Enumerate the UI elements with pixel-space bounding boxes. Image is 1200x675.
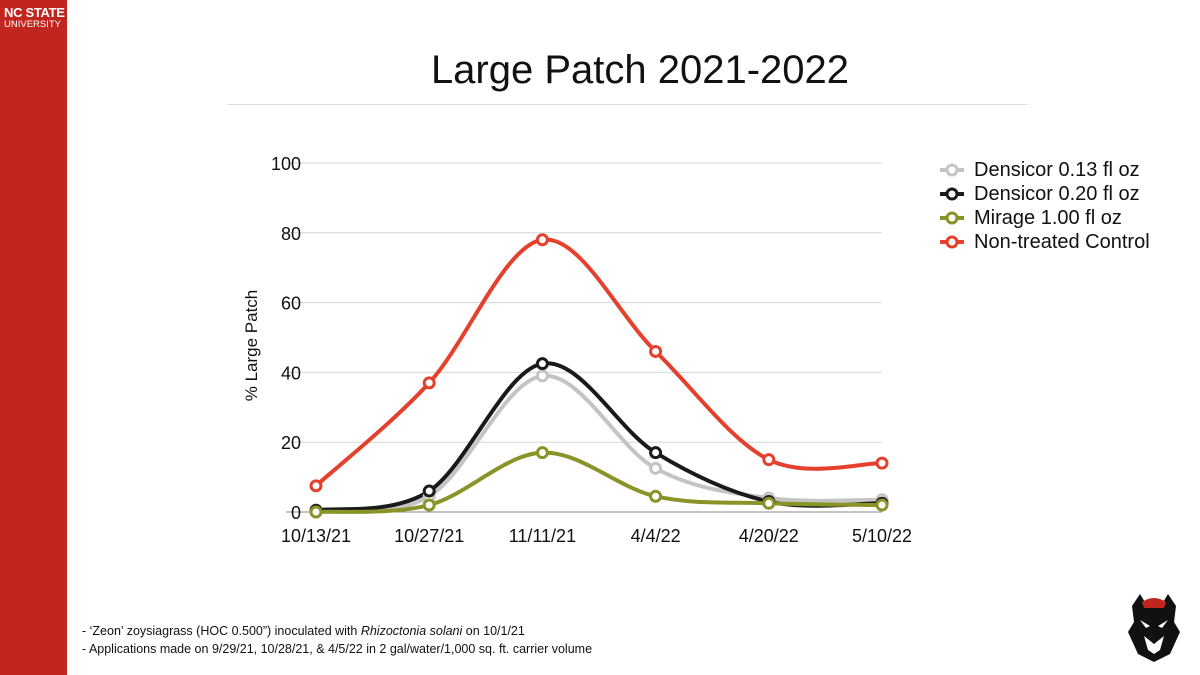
y-tick-label: 40 — [281, 363, 301, 383]
x-tick-label: 11/11/21 — [509, 526, 576, 546]
data-point-3 — [762, 453, 776, 467]
data-point-2 — [535, 446, 549, 460]
ncstate-logo: NC STATE UNIVERSITY — [4, 6, 65, 30]
slide-title: Large Patch 2021-2022 — [430, 48, 850, 92]
legend-marker-icon — [940, 235, 964, 249]
data-point-3 — [535, 233, 549, 247]
legend-item: Densicor 0.20 fl oz — [940, 182, 1150, 206]
data-point-3 — [649, 344, 663, 358]
y-tick-label: 20 — [281, 433, 301, 453]
data-point-3 — [309, 479, 323, 493]
x-tick-label: 10/13/21 — [281, 526, 351, 546]
legend-marker-icon — [940, 163, 964, 177]
logo-line2: UNIVERSITY — [4, 19, 62, 30]
legend-marker-icon — [940, 211, 964, 225]
series-line-2 — [315, 450, 883, 514]
legend-item: Densicor 0.13 fl oz — [940, 158, 1150, 182]
data-point-1 — [535, 357, 549, 371]
note-1: - ‘Zeon’ zoysiagrass (HOC 0.500”) inocul… — [82, 624, 525, 638]
legend-label: Non-treated Control — [974, 230, 1150, 253]
data-point-2 — [309, 505, 323, 519]
logo-line1: NC STATE — [4, 5, 65, 20]
x-tick-label: 5/10/22 — [852, 526, 912, 546]
data-point-1 — [422, 484, 436, 498]
legend-marker-icon — [940, 187, 964, 201]
note-2: - Applications made on 9/29/21, 10/28/21… — [82, 642, 593, 656]
legend-label: Mirage 1.00 fl oz — [974, 206, 1122, 229]
legend-item: Mirage 1.00 fl oz — [940, 206, 1150, 230]
y-tick-label: 100 — [271, 154, 301, 174]
legend-label: Densicor 0.20 fl oz — [974, 182, 1140, 205]
y-tick-label: 80 — [281, 224, 301, 244]
data-point-3 — [422, 376, 436, 390]
data-point-1 — [649, 446, 663, 460]
brand-sidebar: NC STATE UNIVERSITY — [0, 0, 67, 675]
data-point-0 — [535, 369, 549, 383]
data-point-2 — [762, 496, 776, 510]
x-tick-label: 4/20/22 — [739, 526, 799, 546]
legend-label: Densicor 0.13 fl oz — [974, 158, 1140, 181]
slide-notes: - ‘Zeon’ zoysiagrass (HOC 0.500”) inocul… — [82, 622, 592, 658]
data-point-3 — [875, 456, 889, 470]
series-line-1 — [315, 361, 883, 513]
title-divider — [227, 104, 1027, 105]
series-line-3 — [314, 237, 883, 488]
legend-item: Non-treated Control — [940, 230, 1150, 254]
y-axis-label: % Large Patch — [242, 290, 261, 402]
data-point-0 — [649, 461, 663, 475]
x-tick-label: 10/27/21 — [394, 526, 464, 546]
y-tick-label: 60 — [281, 294, 301, 314]
data-point-2 — [649, 489, 663, 503]
y-tick-label: 0 — [291, 503, 301, 523]
data-point-2 — [875, 498, 889, 512]
legend: Densicor 0.13 fl oz Densicor 0.20 fl oz Mi… — [940, 158, 1150, 254]
data-point-2 — [422, 498, 436, 512]
x-tick-label: 4/4/22 — [631, 526, 681, 546]
wolf-mascot-logo — [1128, 594, 1180, 662]
